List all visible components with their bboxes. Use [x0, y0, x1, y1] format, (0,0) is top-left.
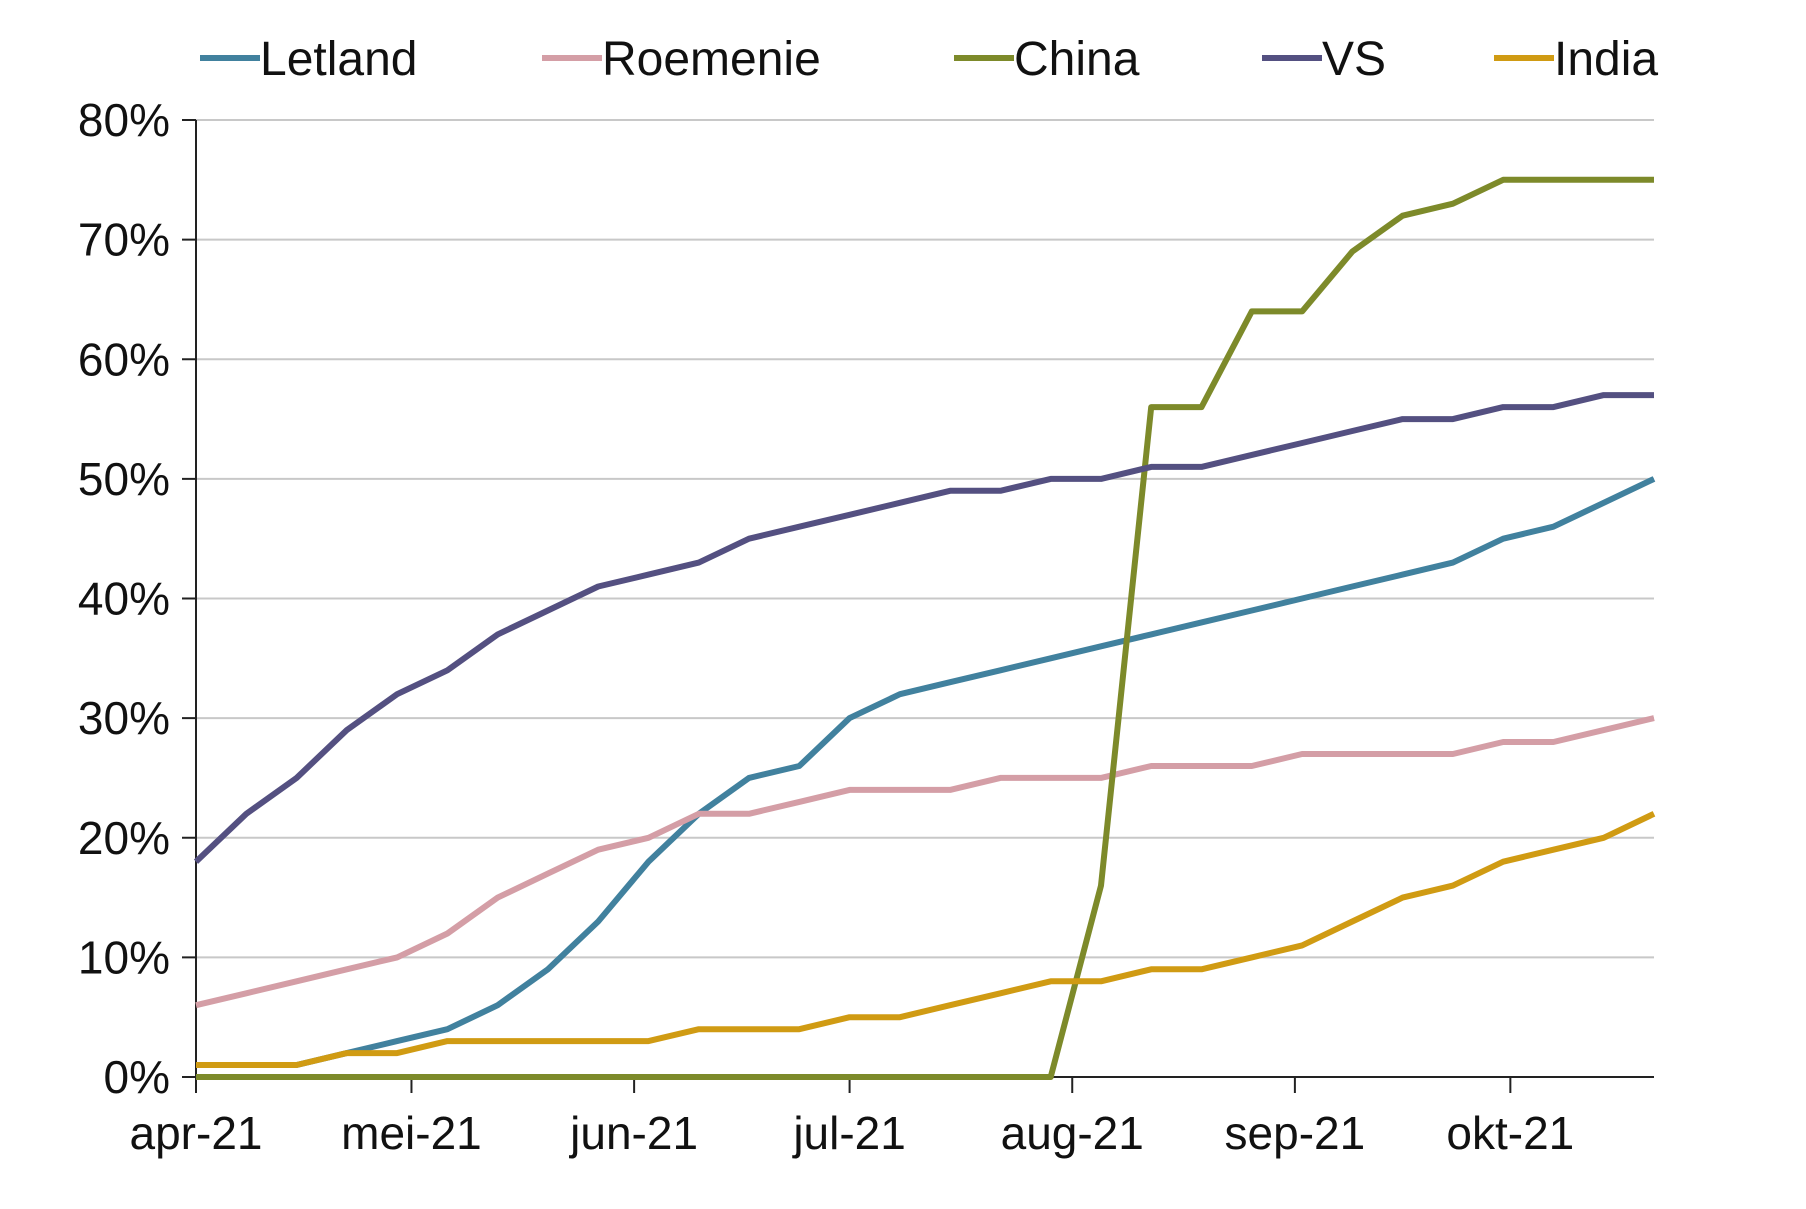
legend-label-letland: Letland — [260, 33, 417, 86]
series-line-letland — [196, 476, 1656, 1068]
series-line-roemenie — [195, 715, 1655, 1009]
series-line-china — [196, 176, 1654, 1080]
legend-label-india: India — [1554, 33, 1658, 86]
y-tick-label: 40% — [78, 573, 170, 625]
legend-label-china: China — [1014, 33, 1140, 86]
chart-legend: Letland Roemenie China VS India — [200, 33, 1658, 86]
series-line-india — [196, 811, 1656, 1068]
legend-label-vs: VS — [1322, 33, 1386, 86]
legend-label-roemenie: Roemenie — [602, 33, 821, 86]
x-tick-label: jul-21 — [791, 1107, 906, 1159]
gridlines — [196, 119, 1654, 959]
x-tick-label: aug-21 — [1001, 1107, 1144, 1159]
y-tick-label: 70% — [78, 214, 170, 266]
x-tick-label: jun-21 — [568, 1107, 698, 1159]
axes — [182, 119, 1654, 1093]
x-tick-label: apr-21 — [130, 1107, 263, 1159]
x-tick-label: mei-21 — [341, 1107, 482, 1159]
tick-labels: 0% 10% 20% 30% 40% 50% 60% 70% 80% apr-21 mei-21 ju… — [78, 94, 1574, 1159]
series-line-vs — [193, 392, 1654, 864]
x-tick-label: sep-21 — [1225, 1107, 1366, 1159]
y-tick-label: 30% — [78, 692, 170, 744]
x-tick-label: okt-21 — [1446, 1107, 1574, 1159]
y-tick-label: 50% — [78, 453, 170, 505]
y-tick-label: 80% — [78, 94, 170, 146]
y-tick-label: 10% — [78, 931, 170, 983]
y-tick-label: 60% — [78, 333, 170, 385]
y-tick-label: 20% — [78, 812, 170, 864]
y-tick-label: 0% — [104, 1051, 170, 1103]
series-lines — [193, 176, 1656, 1080]
